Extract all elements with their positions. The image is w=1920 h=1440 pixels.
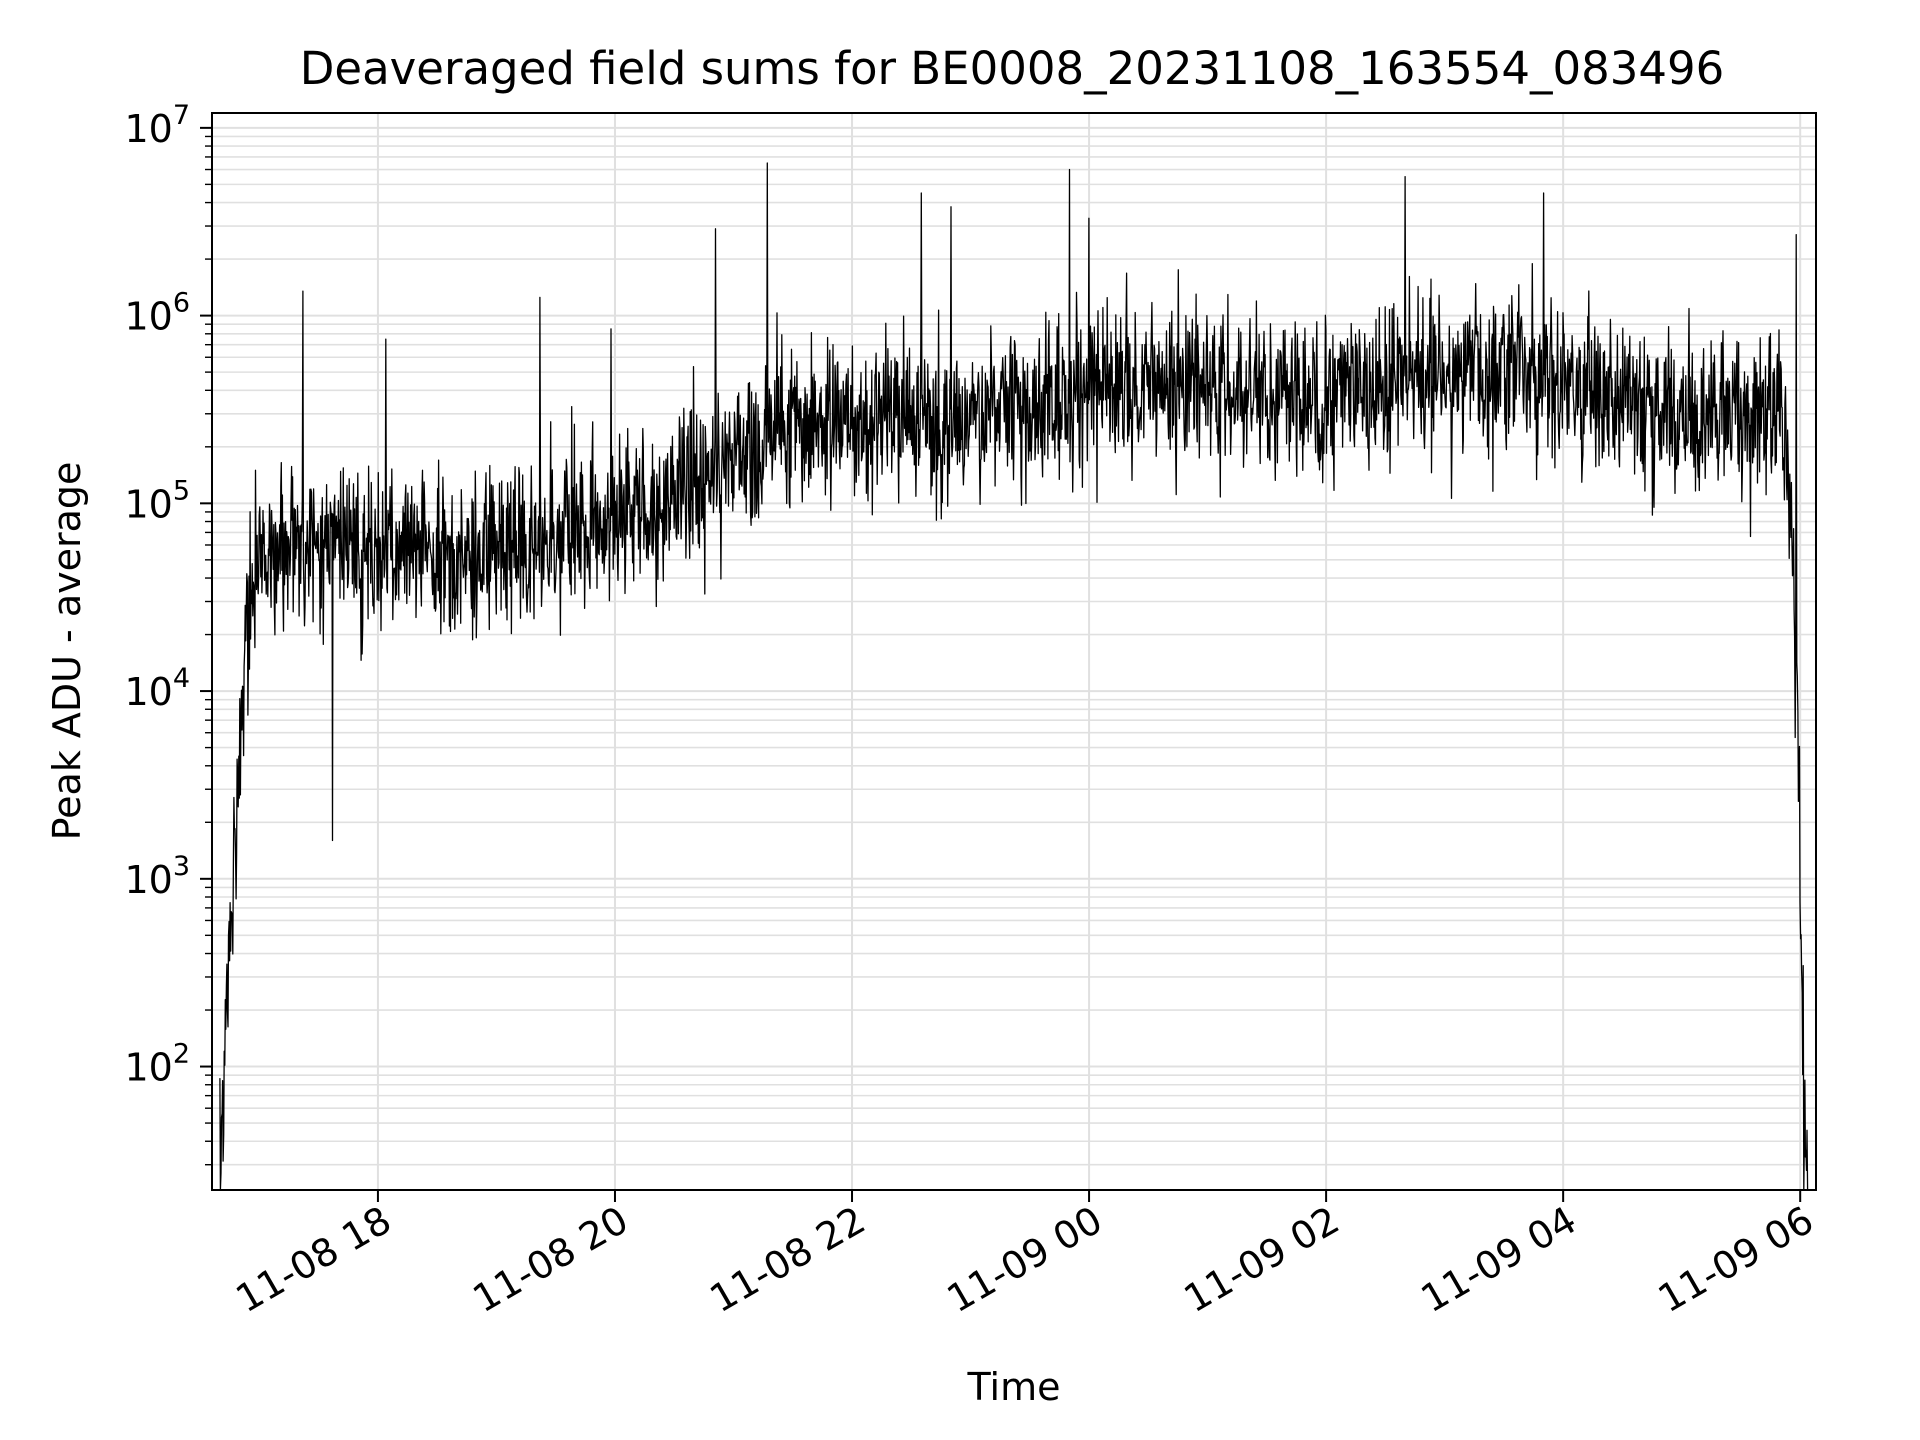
x-axis-label: Time [967, 1365, 1061, 1409]
chart-title: Deaveraged field sums for BE0008_2023110… [300, 42, 1725, 95]
y-tick-label: 107 [124, 100, 190, 151]
y-axis: 102 103 104 105 106 107 [124, 100, 212, 1166]
y-tick-label: 106 [124, 288, 190, 339]
y-tick-label: 102 [124, 1039, 190, 1090]
series-line [219, 162, 1809, 1190]
y-tick-label: 104 [124, 663, 190, 714]
plot-frame [211, 112, 1817, 1191]
y-tick-label: 105 [124, 475, 190, 526]
y-tick-label: 103 [124, 851, 190, 902]
series-layer [219, 162, 1809, 1190]
y-axis-label: Peak ADU - average [45, 462, 89, 841]
grid [212, 113, 1816, 1190]
